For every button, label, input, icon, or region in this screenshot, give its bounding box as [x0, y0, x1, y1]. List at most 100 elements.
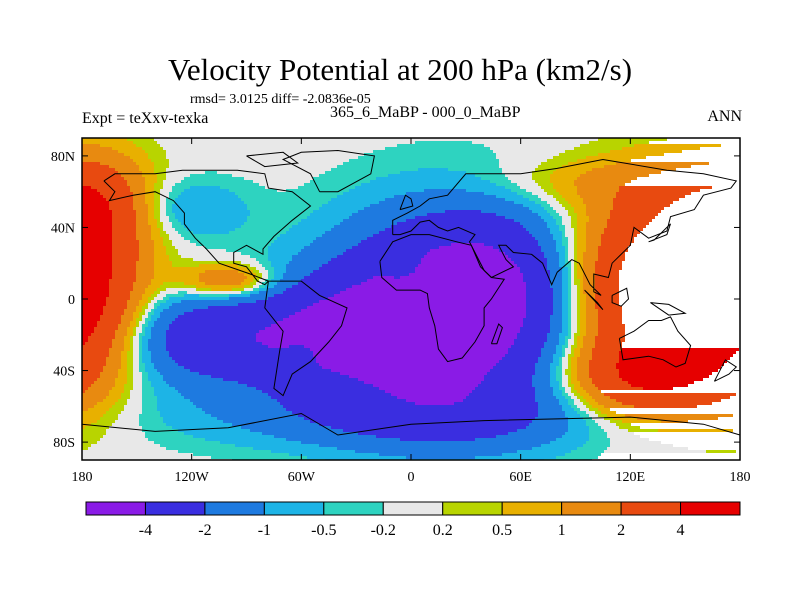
field-cell [133, 204, 148, 207]
field-cell [604, 231, 640, 234]
field-cell [106, 297, 130, 300]
field-cell [595, 294, 619, 297]
field-cell [169, 165, 337, 168]
field-cell [508, 351, 541, 354]
field-cell [586, 225, 607, 228]
field-cell [511, 258, 547, 261]
y-tick-label: 80S [53, 436, 75, 451]
field-cell [169, 351, 313, 354]
field-cell [82, 237, 112, 240]
field-cell [556, 345, 562, 348]
field-cell [598, 255, 625, 258]
field-cell [559, 255, 565, 258]
field-cell [550, 375, 556, 378]
field-cell [166, 333, 256, 336]
field-cell [103, 435, 145, 438]
field-cell [598, 258, 625, 261]
field-cell [571, 333, 574, 336]
field-cell [571, 348, 574, 351]
field-cell [154, 264, 172, 267]
field-cell [268, 252, 298, 255]
field-cell [112, 240, 139, 243]
field-cell [121, 315, 133, 318]
field-cell [562, 279, 568, 282]
field-cell [568, 243, 574, 246]
field-cell [562, 357, 568, 360]
field-cell [574, 228, 577, 231]
field-cell [331, 258, 421, 261]
field-cell [613, 198, 679, 201]
field-cell [547, 192, 559, 195]
field-cell [598, 423, 616, 426]
field-cell [94, 381, 115, 384]
field-cell [169, 159, 349, 162]
field-cell [406, 456, 475, 459]
field-cell [238, 303, 313, 306]
field-cell [559, 225, 565, 228]
field-cell [325, 231, 379, 234]
chart-title: Velocity Potential at 200 hPa (km2/s) [167, 52, 633, 87]
field-cell [532, 234, 553, 237]
field-cell [115, 378, 127, 381]
field-cell [145, 189, 154, 192]
field-cell [142, 372, 148, 375]
field-cell [550, 381, 559, 384]
field-cell [583, 276, 595, 279]
field-cell [577, 315, 580, 318]
field-cell [316, 237, 367, 240]
field-cell [331, 228, 385, 231]
colorbar-label: 1 [558, 522, 566, 539]
field-cell [535, 237, 553, 240]
field-cell [595, 420, 610, 423]
field-cell [571, 225, 577, 228]
field-cell [538, 411, 565, 414]
field-cell [619, 372, 712, 375]
field-cell [475, 456, 556, 459]
field-cell [586, 300, 595, 303]
field-cell [133, 372, 142, 375]
field-cell [319, 423, 529, 426]
field-cell [352, 285, 526, 288]
field-cell [160, 144, 397, 147]
field-cell [82, 231, 112, 234]
field-cell [148, 297, 154, 300]
field-cell [148, 372, 160, 375]
field-cell [196, 405, 283, 408]
field-cell [493, 150, 565, 153]
field-cell [595, 342, 622, 345]
field-cell [577, 327, 580, 330]
field-cell [571, 396, 577, 399]
field-cell [88, 339, 112, 342]
field-cell [148, 342, 166, 345]
field-cell [562, 384, 568, 387]
field-cell [619, 186, 712, 189]
field-cell [595, 291, 619, 294]
field-cell [517, 336, 547, 339]
field-cell [562, 219, 571, 222]
field-cell [325, 171, 400, 174]
field-cell [586, 228, 604, 231]
field-cell [154, 204, 160, 207]
field-cell [580, 294, 586, 297]
field-cell [622, 402, 712, 405]
field-cell [571, 351, 574, 354]
field-cell [469, 393, 535, 396]
field-cell [163, 186, 172, 189]
field-cell [571, 285, 577, 288]
field-cell [151, 318, 157, 321]
field-cell [82, 156, 130, 159]
field-cell [103, 312, 124, 315]
field-cell [415, 141, 472, 144]
field-cell [514, 219, 544, 222]
field-cell [124, 405, 142, 408]
field-cell [136, 318, 142, 321]
field-cell [565, 387, 571, 390]
field-cell [166, 447, 253, 450]
field-cell [154, 261, 172, 264]
field-cell [376, 435, 496, 438]
field-cell [562, 300, 568, 303]
field-cell [268, 276, 274, 279]
field-cell [304, 345, 511, 348]
field-cell [82, 138, 127, 141]
field-cell [262, 432, 358, 435]
